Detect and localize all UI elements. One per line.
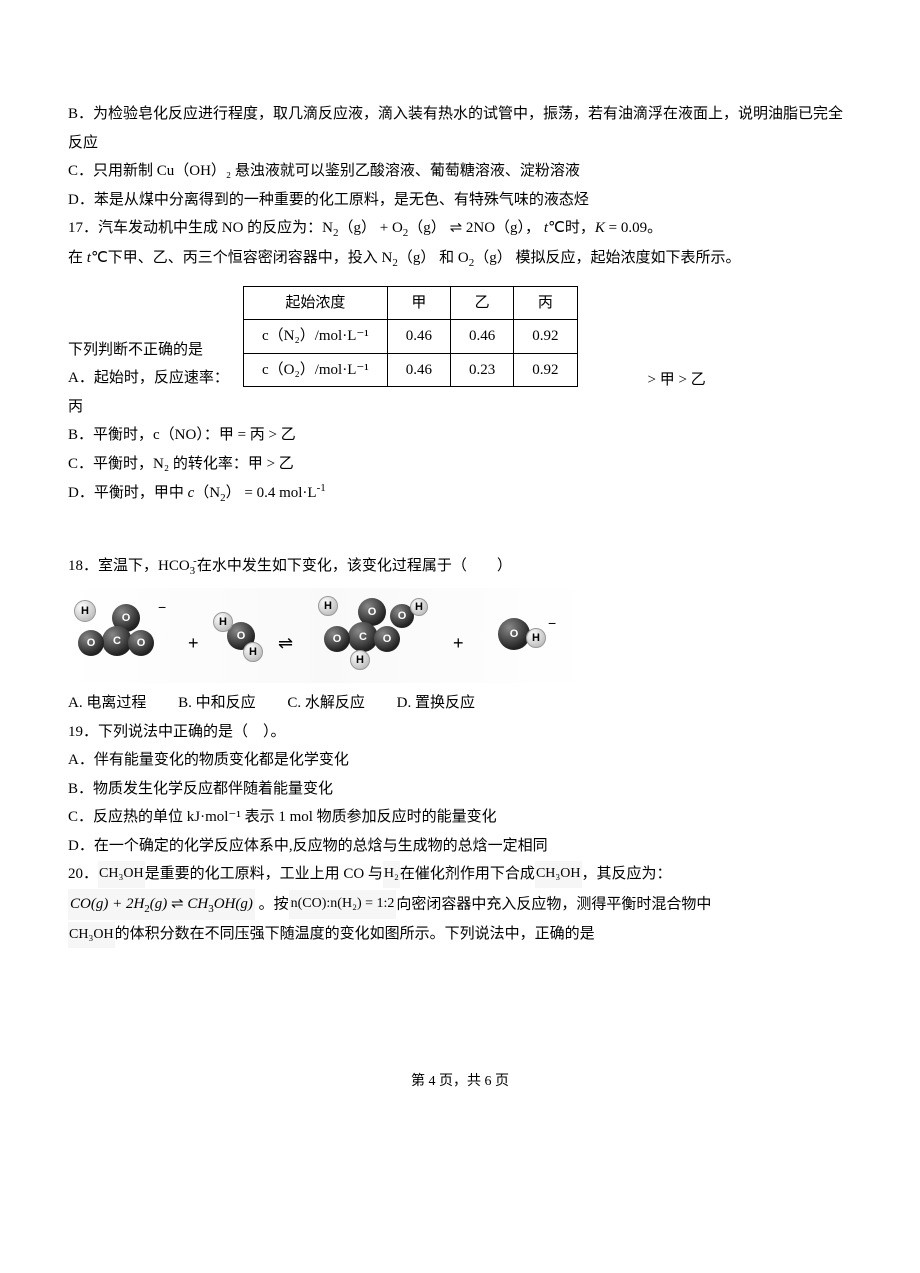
q20-line3: CH₃OH的体积分数在不同压强下随温度的变化如图所示。下列说法中，正确的是 [68, 920, 852, 949]
q20-line2: CO(g) + 2H2(g) ⇌ CH3OH(g) 。按n(CO):n(H₂) … [68, 889, 852, 921]
q18-molecule-diagram: +⇌+OCOOH−OHHOCOOHHOHOH− [68, 588, 588, 683]
table-cell: c（N₂）/mol·L⁻¹ [244, 320, 388, 354]
q20-equation: CO(g) + 2H2(g) ⇌ CH3OH(g) [68, 889, 255, 921]
q16-option-d: D．苯是从煤中分离得到的一种重要的化工原料，是无色、有特殊气味的液态烃 [68, 186, 852, 215]
table-row: c（O₂）/mol·L⁻¹ 0.46 0.23 0.92 [244, 353, 578, 387]
q18-option-a: A. 电离过程 [68, 689, 146, 718]
table-header-row: 起始浓度 甲 乙 丙 [244, 286, 578, 320]
q18-option-b: B. 中和反应 [178, 689, 256, 718]
q17-data-table: 起始浓度 甲 乙 丙 c（N₂）/mol·L⁻¹ 0.46 0.46 0.92 … [243, 286, 578, 388]
q19-stem: 19．下列说法中正确的是（ ）。 [68, 718, 852, 747]
q17-stem-line1: 17．汽车发动机中生成 NO 的反应为：N2（g） + O2（g） ⇌ 2NO（… [68, 214, 852, 244]
q17-stem-line2: 在 t℃下甲、乙、丙三个恒容密闭容器中，投入 N2（g） 和 O2（g） 模拟反… [68, 244, 852, 274]
q19-option-c: C．反应热的单位 kJ·mol⁻¹ 表示 1 mol 物质参加反应时的能量变化 [68, 803, 852, 832]
q18-stem: 18．室温下，HCO3-在水中发生如下变化，该变化过程属于（ ） [68, 551, 852, 582]
table-header: 甲 [387, 286, 450, 320]
table-cell: 0.46 [451, 320, 514, 354]
q17-option-a: A．起始时，反应速率：丙 [68, 364, 243, 421]
table-cell: 0.92 [514, 353, 577, 387]
q18-option-d: D. 置换反应 [397, 689, 475, 718]
q17-option-b: B．平衡时，c（NO）：甲 = 丙 > 乙 [68, 421, 852, 450]
table-cell: 0.46 [387, 353, 450, 387]
q17-judge-label: 下列判断不正确的是 [68, 336, 243, 365]
page-footer: 第 4 页，共 6 页 [68, 1069, 852, 1096]
chem-ch3oh-3: CH₃OH [68, 922, 115, 949]
q16-option-b: B．为检验皂化反应进行程度，取几滴反应液，滴入装有热水的试管中，振荡，若有油滴浮… [68, 100, 852, 157]
table-cell: 0.23 [451, 353, 514, 387]
q17-option-d: D．平衡时，甲中 c（N2） = 0.4 mol·L-1 [68, 478, 852, 509]
q19-option-b: B．物质发生化学反应都伴随着能量变化 [68, 775, 852, 804]
q17-table-row: 下列判断不正确的是 A．起始时，反应速率：丙 起始浓度 甲 乙 丙 c（N₂）/… [68, 282, 852, 422]
table-header: 丙 [514, 286, 577, 320]
q20-ratio: n(CO):n(H₂) = 1:2 [289, 890, 397, 919]
table-cell: 0.46 [387, 320, 450, 354]
table-cell: 0.92 [514, 320, 577, 354]
chem-h2: H₂ [383, 861, 400, 888]
chem-ch3oh: CH₃OH [98, 861, 145, 888]
q18-options: A. 电离过程 B. 中和反应 C. 水解反应 D. 置换反应 [68, 689, 852, 718]
table-header: 乙 [451, 286, 514, 320]
q16-option-c: C．只用新制 Cu（OH）₂ 悬浊液就可以鉴别乙酸溶液、葡萄糖溶液、淀粉溶液 [68, 157, 852, 186]
q17-option-a-tail: > 甲 > 乙 [648, 366, 706, 395]
chem-ch3oh-2: CH₃OH [535, 861, 582, 888]
table-header: 起始浓度 [244, 286, 388, 320]
q19-option-d: D．在一个确定的化学反应体系中,反应物的总焓与生成物的总焓一定相同 [68, 832, 852, 861]
q18-option-c: C. 水解反应 [287, 689, 365, 718]
table-cell: c（O₂）/mol·L⁻¹ [244, 353, 388, 387]
q19-option-a: A．伴有能量变化的物质变化都是化学变化 [68, 746, 852, 775]
table-row: c（N₂）/mol·L⁻¹ 0.46 0.46 0.92 [244, 320, 578, 354]
q20-line1: 20．CH₃OH是重要的化工原料，工业上用 CO 与H₂在催化剂作用下合成CH₃… [68, 860, 852, 889]
q17-option-c: C．平衡时，N₂ 的转化率：甲 > 乙 [68, 450, 852, 479]
